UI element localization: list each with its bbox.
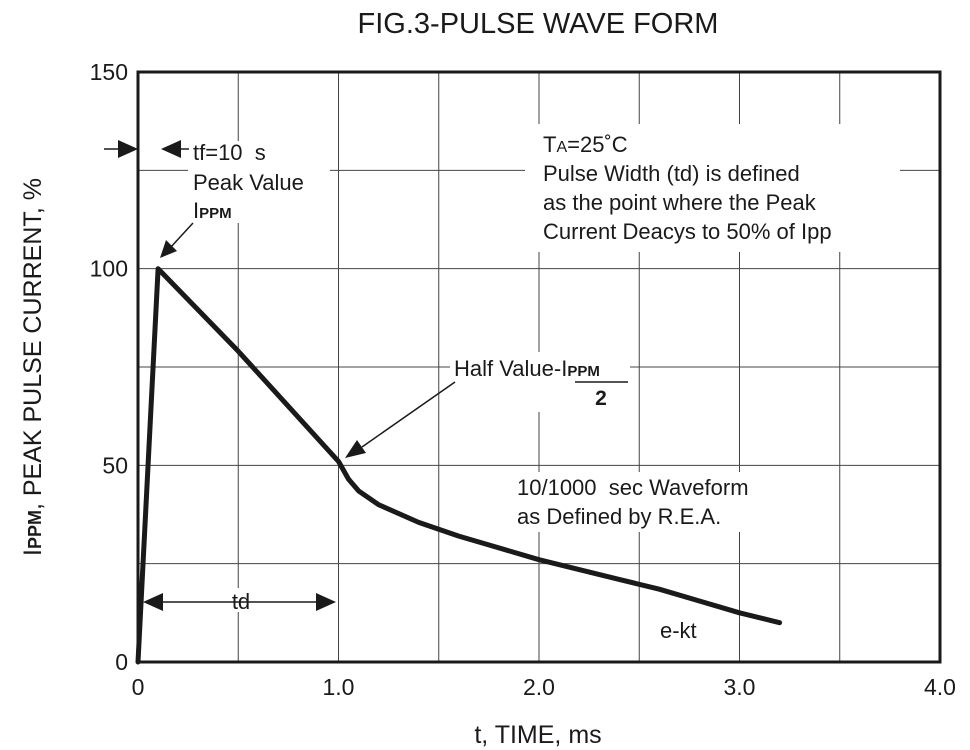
conditions-ta: TA=25˚C [543,132,628,157]
conditions-background [525,124,900,252]
y-axis-label-rest: , PEAK PULSE CURRENT, % [19,178,47,510]
y-axis-label: IPPM, PEAK PULSE CURRENT, % [19,178,47,556]
td-label-background [224,588,258,612]
half-value-arrow [345,381,456,458]
series-line-waveform [135,266,783,665]
x-tick-label: 3.0 [724,674,756,700]
y-tick-label: 0 [115,649,128,675]
x-tick-label: 0 [132,674,145,700]
y-tick-label: 150 [90,59,128,85]
tf-right-arrow [161,140,181,158]
conditions-line-4: Current Deacys to 50% of Ipp [543,219,832,244]
y-tick-label: 50 [102,452,128,478]
half-value-denominator: 2 [595,387,607,410]
half-value-label: Half Value-IPPM [454,356,600,381]
waveform-label-line-1: 10/1000 sec Waveform [517,475,749,500]
half-value-sub: PPM [567,363,600,380]
x-tick-labels: 0 1.0 2.0 3.0 4.0 [132,674,956,700]
peak-arrow-shaft [169,222,194,249]
y-axis-label-sub: PPM [25,510,45,549]
half-value-arrow-shaft [361,381,456,448]
x-tick-label: 1.0 [323,674,355,700]
tf-marker [104,140,189,158]
tf-label: tf=10 s [193,140,266,165]
conditions-ta-main: T [543,132,556,157]
td-label: td [232,589,250,614]
peak-arrow-head [160,240,177,258]
conditions-ta-sub: A [556,139,567,156]
waveform-label-background [512,472,808,532]
td-marker [143,593,336,611]
ekt-label: e-kt [660,618,697,643]
half-value-arrow-head [345,440,366,458]
waveform-label-line-2: as Defined by R.E.A. [517,504,721,529]
half-value-prefix: Half Value-I [454,356,567,381]
peak-arrow [160,222,194,258]
conditions-line-2: Pulse Width (td) is defined [543,161,800,186]
ippm-label: IPPM [193,198,232,223]
ekt-label-background [655,616,713,642]
y-tick-label: 100 [90,256,128,282]
tf-left-arrow [118,140,138,158]
x-tick-label: 2.0 [523,674,555,700]
chart-title: FIG.3-PULSE WAVE FORM [358,8,719,40]
td-right-arrow [316,593,336,611]
td-left-arrow [143,593,163,611]
ippm-label-main: I [193,198,199,223]
conditions-line-3: as the point where the Peak [543,190,817,215]
x-tick-label: 4.0 [924,674,956,700]
y-axis-label-main: I [19,549,47,556]
peak-value-label: Peak Value [193,170,304,195]
plot-frame [136,70,942,664]
tf-label-background [188,141,330,223]
y-tick-labels: 0 50 100 150 [90,59,128,675]
conditions-ta-rest: =25˚C [567,132,628,157]
ippm-label-sub: PPM [199,205,232,222]
x-axis-label: t, TIME, ms [474,721,601,749]
